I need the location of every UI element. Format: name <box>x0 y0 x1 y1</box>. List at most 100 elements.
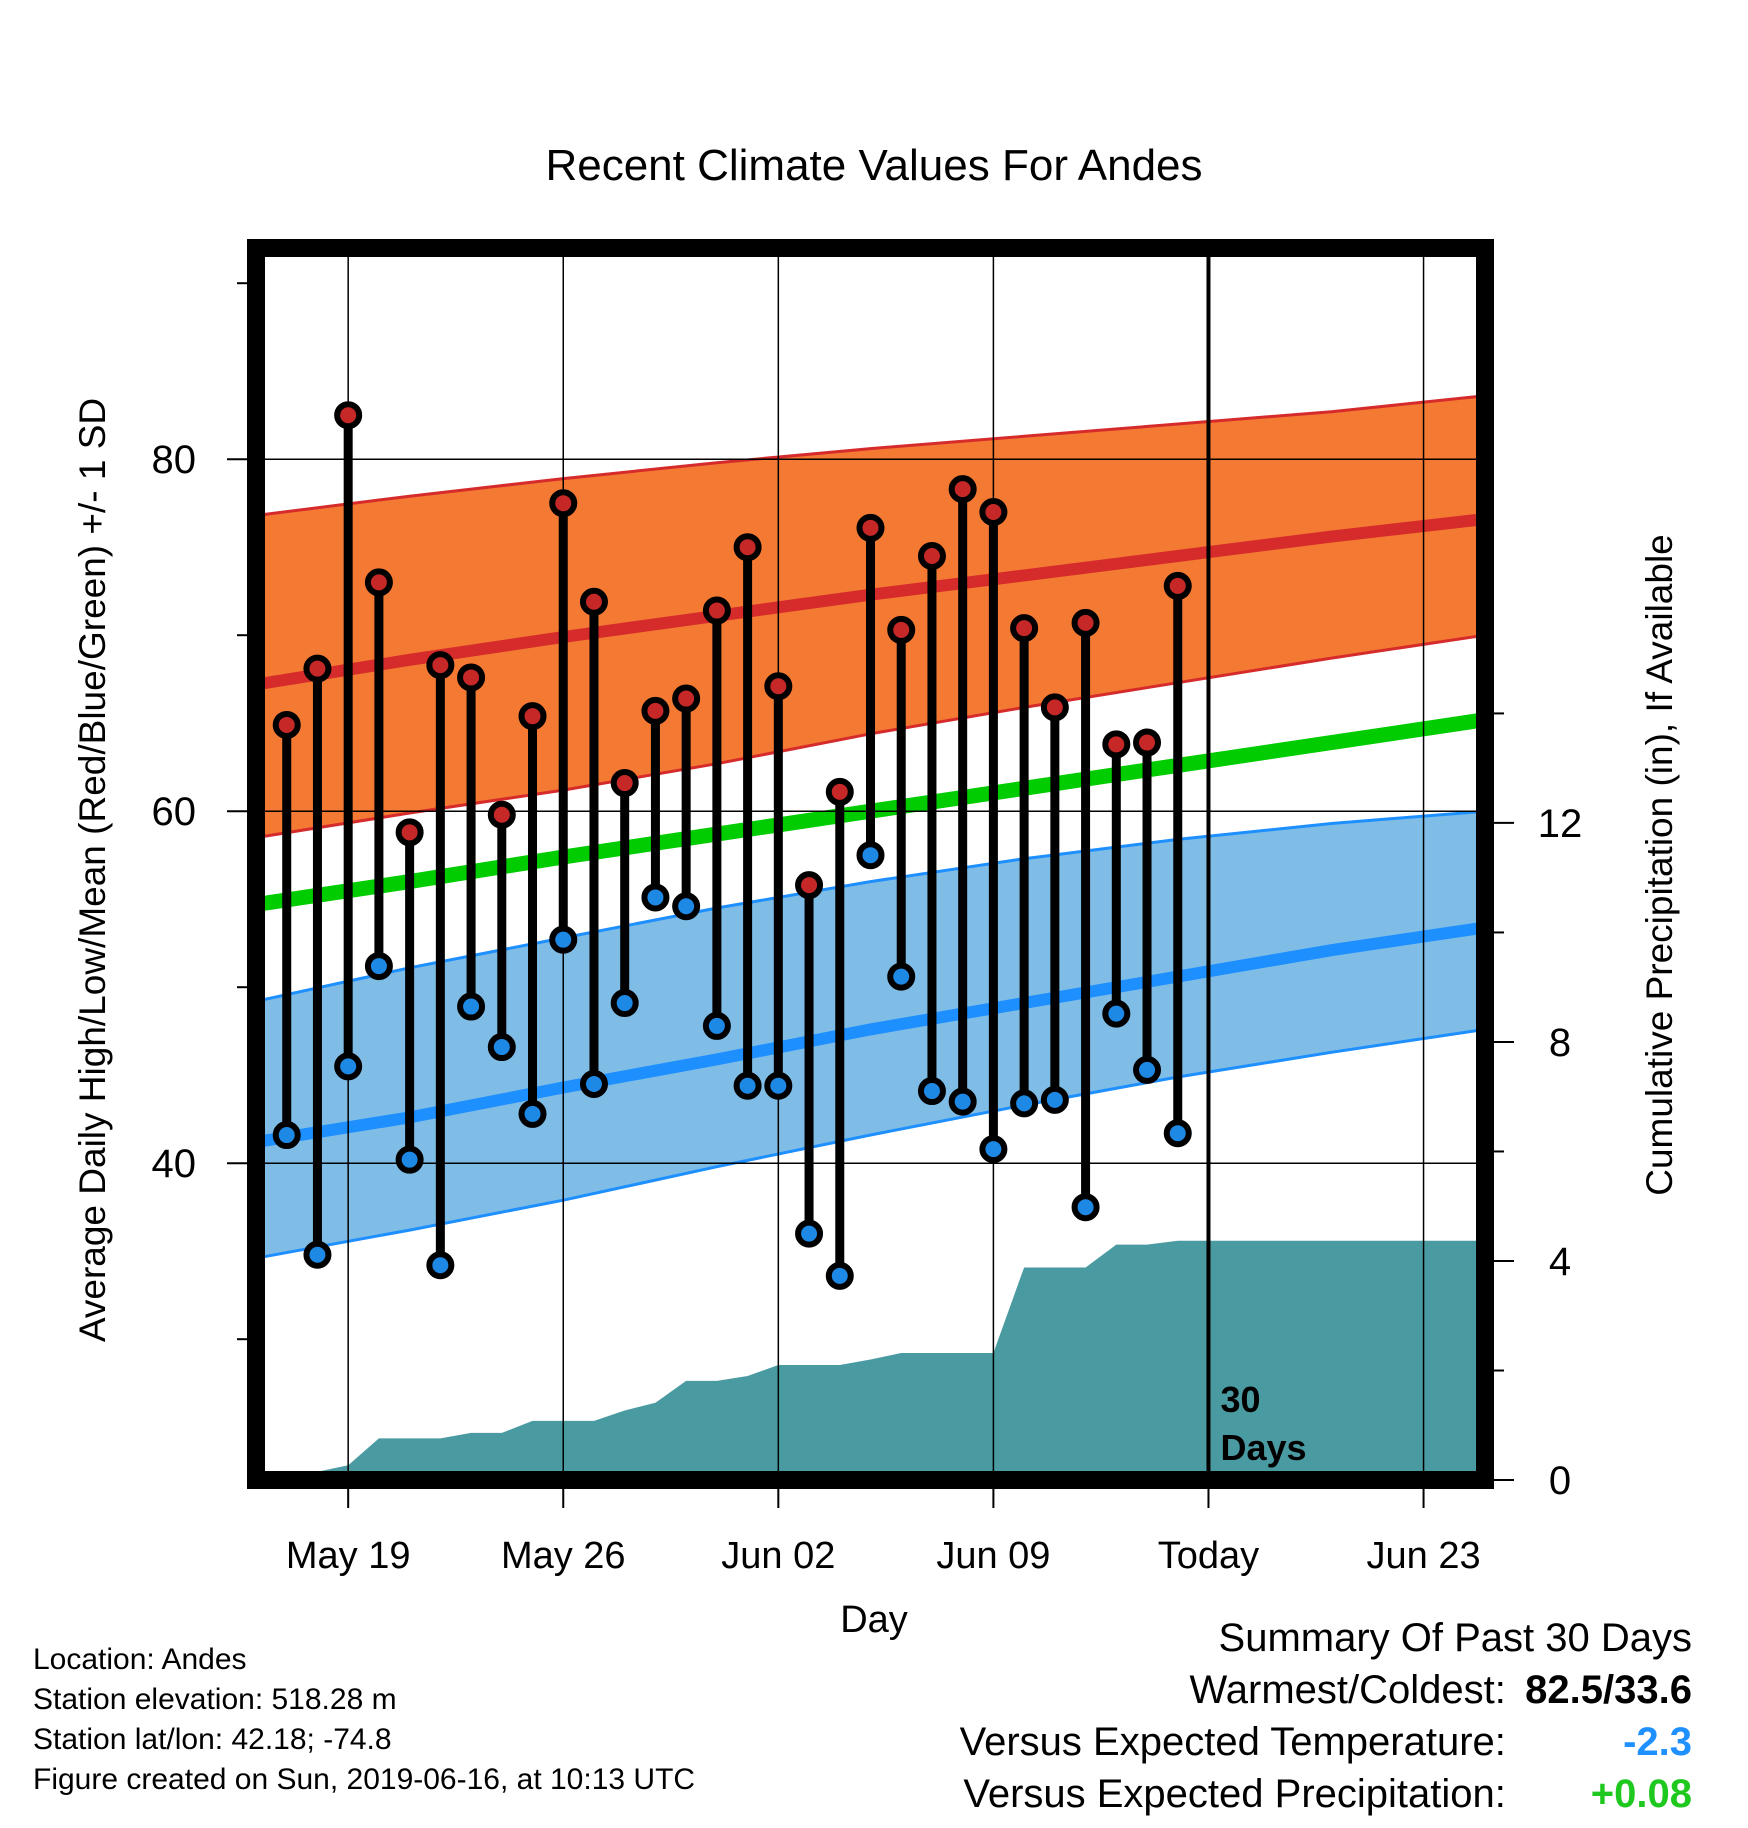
daily-high-marker <box>764 672 793 701</box>
daily-high-marker <box>1010 614 1039 643</box>
daily-high-marker <box>917 542 946 570</box>
x-axis-label: Day <box>840 1599 908 1641</box>
low-sd-lower-line <box>255 1027 1486 1260</box>
daily-low-marker <box>1163 1119 1192 1148</box>
y2-tick-label: 8 <box>1549 1021 1571 1065</box>
daily-low-marker <box>426 1251 455 1280</box>
daily-high-marker <box>457 663 486 692</box>
daily-low-marker <box>641 883 670 912</box>
daily-low-marker <box>1010 1089 1039 1118</box>
observed-temperatures <box>272 401 1192 1290</box>
low-normal-line <box>255 921 1486 1149</box>
y-tick-label: 60 <box>152 790 197 834</box>
daily-high-marker <box>948 475 977 504</box>
daily-low-marker <box>1071 1193 1100 1222</box>
daily-high-marker <box>979 498 1008 526</box>
today-window-label: Days <box>1220 1427 1306 1468</box>
daily-low-marker <box>610 989 639 1018</box>
daily-low-marker <box>579 1070 608 1098</box>
daily-high-marker <box>518 702 547 731</box>
daily-high-marker <box>1163 571 1192 600</box>
daily-low-marker <box>702 1011 731 1040</box>
summary-panel: Summary Of Past 30 Days Warmest/Coldest:… <box>960 1612 1692 1820</box>
x-tick-label: Today <box>1158 1535 1259 1577</box>
temp-value: -2.3 <box>1623 1720 1692 1764</box>
daily-high-marker <box>610 769 639 798</box>
daily-low-marker <box>856 841 885 870</box>
daily-high-marker <box>1071 608 1100 637</box>
precip-row: Versus Expected Precipitation: +0.08 <box>960 1768 1692 1820</box>
daily-low-marker <box>795 1219 824 1248</box>
daily-low-marker <box>733 1071 762 1100</box>
x-tick-label: May 26 <box>501 1535 626 1577</box>
daily-low-marker <box>272 1121 301 1150</box>
created-text: Figure created on Sun, 2019-06-16, at 10… <box>33 1763 696 1796</box>
high-sd-upper-line <box>255 394 1486 517</box>
daily-high-marker <box>549 489 578 518</box>
precip-value: +0.08 <box>1590 1772 1692 1816</box>
daily-low-marker <box>487 1033 516 1062</box>
daily-low-marker <box>518 1099 547 1128</box>
daily-high-marker <box>887 615 916 644</box>
daily-high-marker <box>426 651 455 680</box>
daily-high-marker <box>641 696 670 725</box>
daily-high-marker <box>825 777 854 806</box>
daily-low-marker <box>672 892 701 921</box>
daily-high-marker <box>364 568 393 597</box>
daily-high-marker <box>303 654 332 683</box>
today-window-label: 30 <box>1220 1379 1260 1420</box>
low-sd-upper-line <box>255 809 1486 1003</box>
y2-tick-label: 12 <box>1538 802 1583 846</box>
axes: 40 60 80 0 4 8 12 May 19 May 26 Jun 02 Jun 09 Today… <box>152 282 1583 1577</box>
daily-high-marker <box>1040 693 1069 722</box>
x-tick-label: Jun 23 <box>1367 1535 1481 1577</box>
station-info: Location: Andes Station elevation: 518.2… <box>33 1640 695 1800</box>
summary-title: Summary Of Past 30 Days <box>1218 1616 1692 1660</box>
daily-high-marker <box>1102 730 1131 759</box>
daily-low-marker <box>764 1071 793 1100</box>
warm-cold-label: Warmest/Coldest: <box>1189 1668 1506 1712</box>
plot-border <box>247 239 1494 1489</box>
daily-high-marker <box>272 710 301 739</box>
daily-low-marker <box>303 1240 332 1269</box>
y2-axis-label: Cumulative Precipitation (in), If Availa… <box>1639 534 1680 1196</box>
temp-label: Versus Expected Temperature: <box>959 1720 1506 1764</box>
daily-high-marker <box>395 818 424 847</box>
temp-row: Versus Expected Temperature: -2.3 <box>960 1716 1692 1768</box>
warm-cold-row: Warmest/Coldest: 82.5/33.6 <box>960 1664 1693 1716</box>
daily-high-marker <box>672 684 701 713</box>
daily-low-marker <box>948 1087 977 1116</box>
daily-low-marker <box>395 1145 424 1174</box>
daily-high-marker <box>856 513 885 542</box>
daily-high-marker <box>487 800 516 829</box>
daily-low-marker <box>457 992 486 1021</box>
chart-title: Recent Climate Values For Andes <box>545 141 1202 190</box>
daily-high-marker <box>795 871 824 900</box>
x-tick-label: Jun 09 <box>936 1535 1050 1577</box>
x-tick-label: May 19 <box>286 1535 411 1577</box>
daily-low-marker <box>334 1052 363 1081</box>
elevation-text: Station elevation: 518.28 m <box>33 1683 397 1716</box>
daily-low-marker <box>979 1135 1008 1164</box>
daily-high-marker <box>579 587 608 616</box>
daily-low-marker <box>1040 1085 1069 1114</box>
daily-high-marker <box>702 596 731 625</box>
y2-tick-label: 0 <box>1549 1459 1571 1503</box>
y2-tick-label: 4 <box>1549 1240 1571 1284</box>
daily-high-marker <box>334 401 363 430</box>
y-tick-label: 40 <box>152 1142 197 1186</box>
daily-low-marker <box>1102 999 1131 1028</box>
daily-low-marker <box>1133 1055 1162 1084</box>
daily-high-marker <box>1133 728 1162 757</box>
y-tick-label: 80 <box>152 438 197 482</box>
precip-area <box>256 1240 1485 1480</box>
location-text: Location: Andes <box>33 1643 247 1676</box>
daily-low-marker <box>825 1261 854 1290</box>
daily-low-marker <box>549 925 578 954</box>
daily-low-marker <box>887 962 916 991</box>
y-axis-label: Average Daily High/Low/Mean (Red/Blue/Gr… <box>72 398 113 1342</box>
daily-high-marker <box>733 533 762 562</box>
daily-low-marker <box>364 952 393 981</box>
warm-cold-value: 82.5/33.6 <box>1525 1668 1692 1712</box>
